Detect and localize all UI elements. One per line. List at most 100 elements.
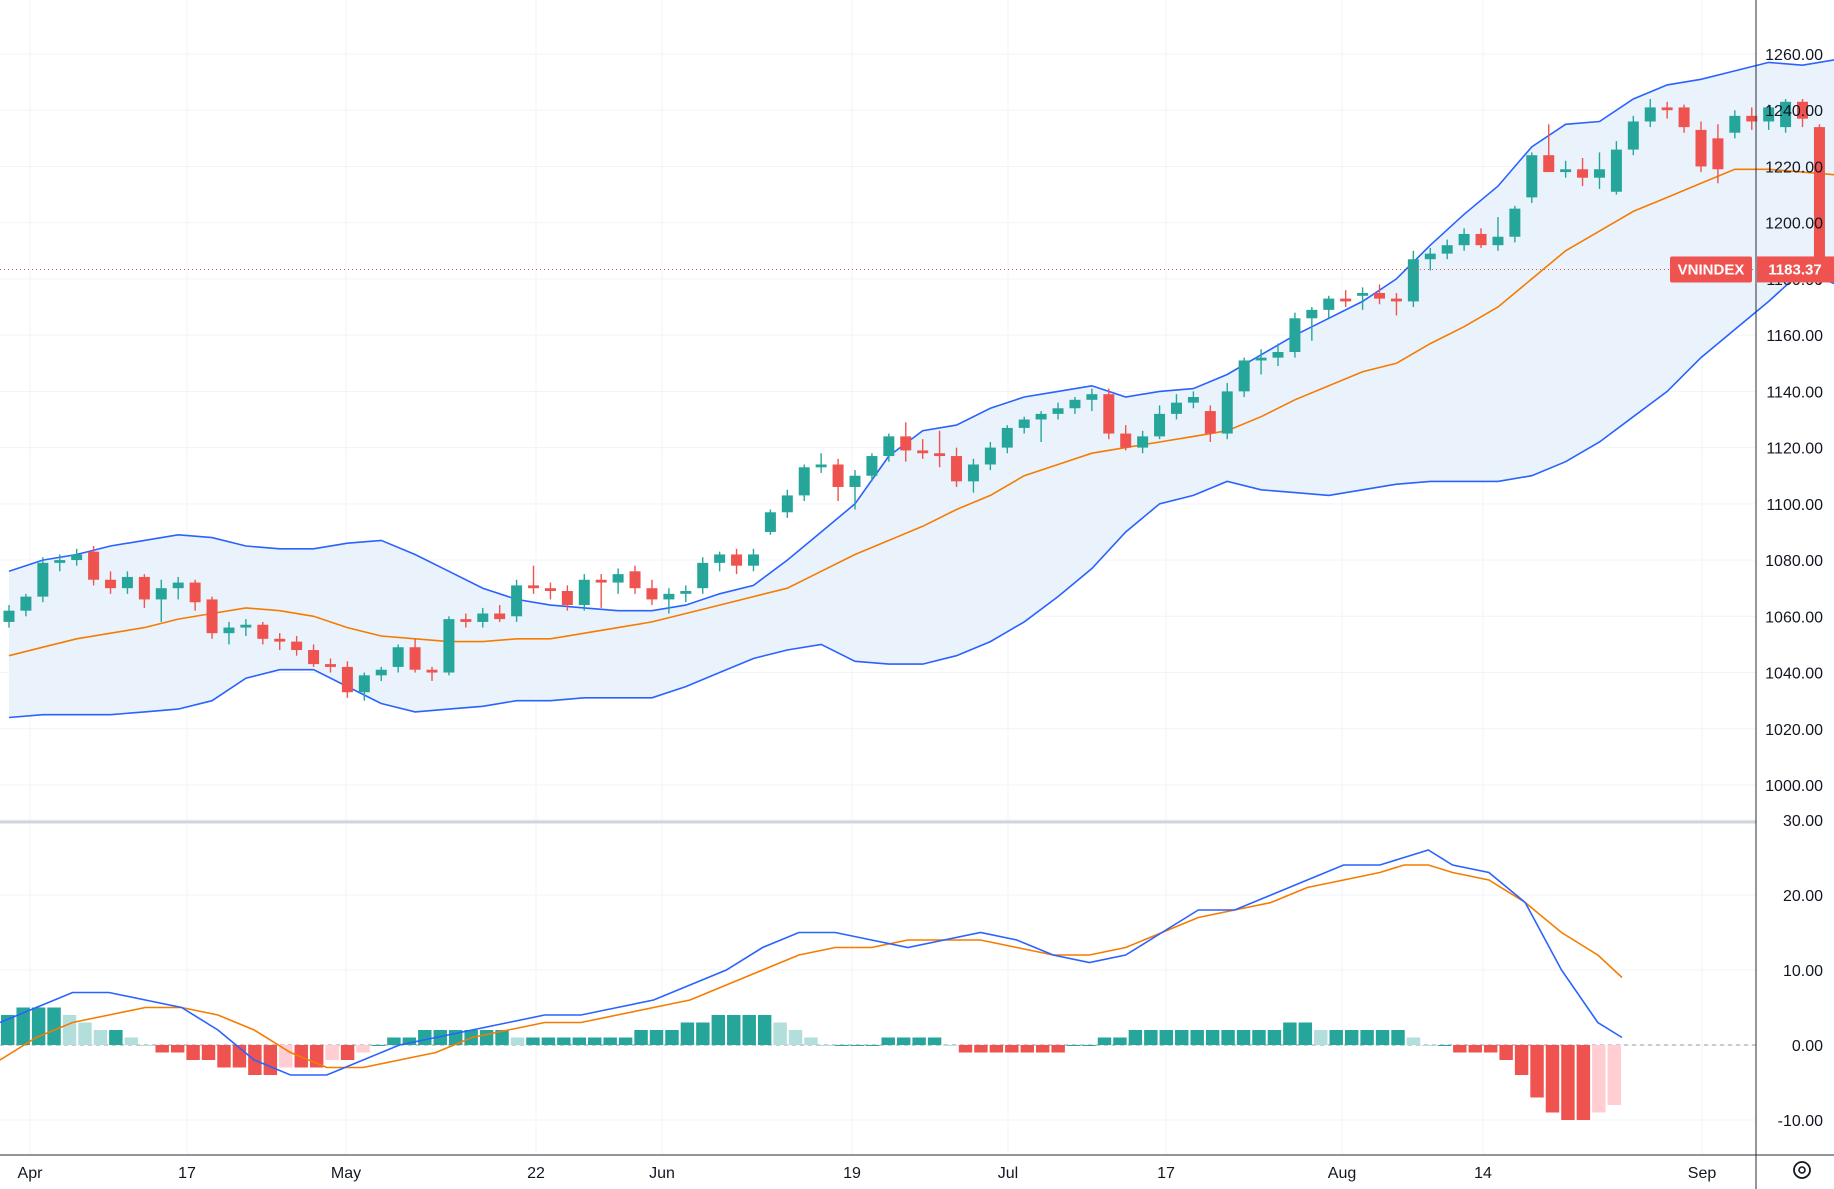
time-tick-label: May	[331, 1165, 361, 1182]
candle-body	[54, 560, 66, 563]
price-tick-label: 1000.00	[1765, 778, 1823, 795]
candle-body	[341, 666, 353, 693]
macd-histogram-bar	[541, 1037, 556, 1045]
macd-histogram-bar	[572, 1037, 587, 1045]
macd-histogram-bar	[896, 1037, 911, 1045]
candle-body	[764, 512, 776, 532]
macd-histogram-bar	[804, 1037, 818, 1045]
candle-body	[697, 562, 709, 589]
candle	[443, 616, 455, 676]
candle-body	[1661, 107, 1673, 111]
candle-body	[612, 574, 624, 583]
gear-hub	[1798, 1166, 1806, 1174]
settings-gear-icon[interactable]	[1793, 1161, 1811, 1179]
macd-histogram-bar	[1561, 1045, 1575, 1120]
candle	[1357, 287, 1369, 310]
macd-tick-label: -10.00	[1778, 1113, 1823, 1130]
candle	[578, 574, 590, 611]
candle-body	[1035, 413, 1047, 420]
macd-histogram-bar	[1530, 1045, 1544, 1098]
candle-body	[274, 638, 286, 642]
candle-body	[832, 464, 844, 487]
candle	[1526, 152, 1538, 204]
gear-ring	[1793, 1161, 1811, 1179]
time-axis[interactable]: Apr 17 May 22 Jun 19 Jul 17 Aug 14 Sep	[0, 1154, 1834, 1182]
macd-histogram-bar	[356, 1045, 370, 1053]
candle	[511, 579, 523, 622]
candle-body	[561, 591, 573, 606]
candle-body	[1306, 309, 1318, 319]
candle	[88, 546, 100, 586]
candle	[1340, 290, 1352, 308]
candle-body	[1204, 411, 1216, 434]
macd-histogram-bar	[711, 1015, 726, 1045]
candle	[172, 576, 184, 600]
candle-body	[663, 593, 675, 600]
macd-histogram-bar	[1, 1015, 15, 1045]
candle	[1120, 425, 1132, 451]
macd-histogram-bar	[881, 1037, 895, 1045]
macd-histogram-bar	[1236, 1030, 1251, 1045]
candle-body	[1018, 419, 1030, 428]
candle	[1137, 430, 1149, 454]
macd-histogram-bar	[201, 1045, 216, 1060]
candle-body	[1543, 155, 1555, 173]
candle-body	[223, 627, 235, 634]
candle	[494, 605, 506, 622]
macd-histogram-bar	[1344, 1030, 1359, 1045]
candle-body	[206, 599, 218, 634]
macd-histogram-bar	[1159, 1030, 1174, 1045]
candle-body	[1695, 129, 1707, 167]
macd-histogram-bar	[1144, 1030, 1158, 1045]
macd-histogram-bar	[526, 1037, 540, 1045]
candle-body	[1797, 101, 1809, 119]
macd-histogram-bar	[1005, 1045, 1019, 1053]
macd-histogram-bar	[1499, 1045, 1513, 1060]
price-tick-label: 1240.00	[1765, 103, 1823, 120]
macd-axis[interactable]: 30.00 20.00 10.00 0.00 -10.00	[1778, 813, 1823, 1130]
macd-histogram-bar	[1082, 1045, 1096, 1046]
candle	[1170, 394, 1182, 420]
macd-histogram-bar	[958, 1045, 973, 1053]
time-tick-label: 14	[1474, 1165, 1492, 1182]
price-axis[interactable]: 1260.001240.001220.001200.001180.001160.…	[1755, 0, 1823, 1189]
candle-body	[1813, 127, 1825, 282]
macd-histogram-bar	[170, 1045, 185, 1053]
macd-histogram-bar	[989, 1045, 1004, 1053]
macd-histogram-bar	[788, 1030, 803, 1045]
candle	[714, 551, 726, 572]
candle	[1187, 391, 1199, 409]
time-tick-label: 17	[1157, 1165, 1175, 1182]
candle-body	[781, 495, 793, 513]
price-tick-label: 1140.00	[1766, 384, 1823, 401]
macd-histogram-bar	[696, 1022, 710, 1045]
time-tick-label: Jun	[649, 1165, 675, 1182]
macd-histogram-bar	[1066, 1045, 1081, 1046]
candle-body	[1577, 169, 1589, 178]
candle-body	[883, 436, 895, 457]
candle	[1610, 141, 1622, 195]
candle	[1644, 98, 1656, 128]
candle-body	[1170, 402, 1182, 414]
candle	[832, 458, 844, 502]
candle-body	[1644, 107, 1656, 122]
candle	[477, 607, 489, 628]
macd-tick-label: 0.00	[1792, 1038, 1823, 1055]
macd-histogram-bar	[1205, 1030, 1220, 1045]
candle-body	[308, 650, 320, 665]
macd-histogram-bar	[974, 1045, 988, 1053]
macd-histogram-bar	[124, 1037, 139, 1045]
macd-histogram-bar	[109, 1030, 123, 1045]
macd-histogram-bar	[387, 1037, 401, 1045]
macd-histogram-bar	[1576, 1045, 1591, 1120]
candle-body	[1001, 427, 1013, 448]
time-tick-label: Apr	[18, 1165, 44, 1182]
macd-histogram-bar	[1113, 1037, 1127, 1045]
candle	[1154, 405, 1166, 440]
candle-body	[1255, 357, 1267, 361]
price-tag-bg	[1757, 256, 1834, 283]
candle-body	[680, 591, 692, 594]
candle-body	[1712, 138, 1724, 170]
